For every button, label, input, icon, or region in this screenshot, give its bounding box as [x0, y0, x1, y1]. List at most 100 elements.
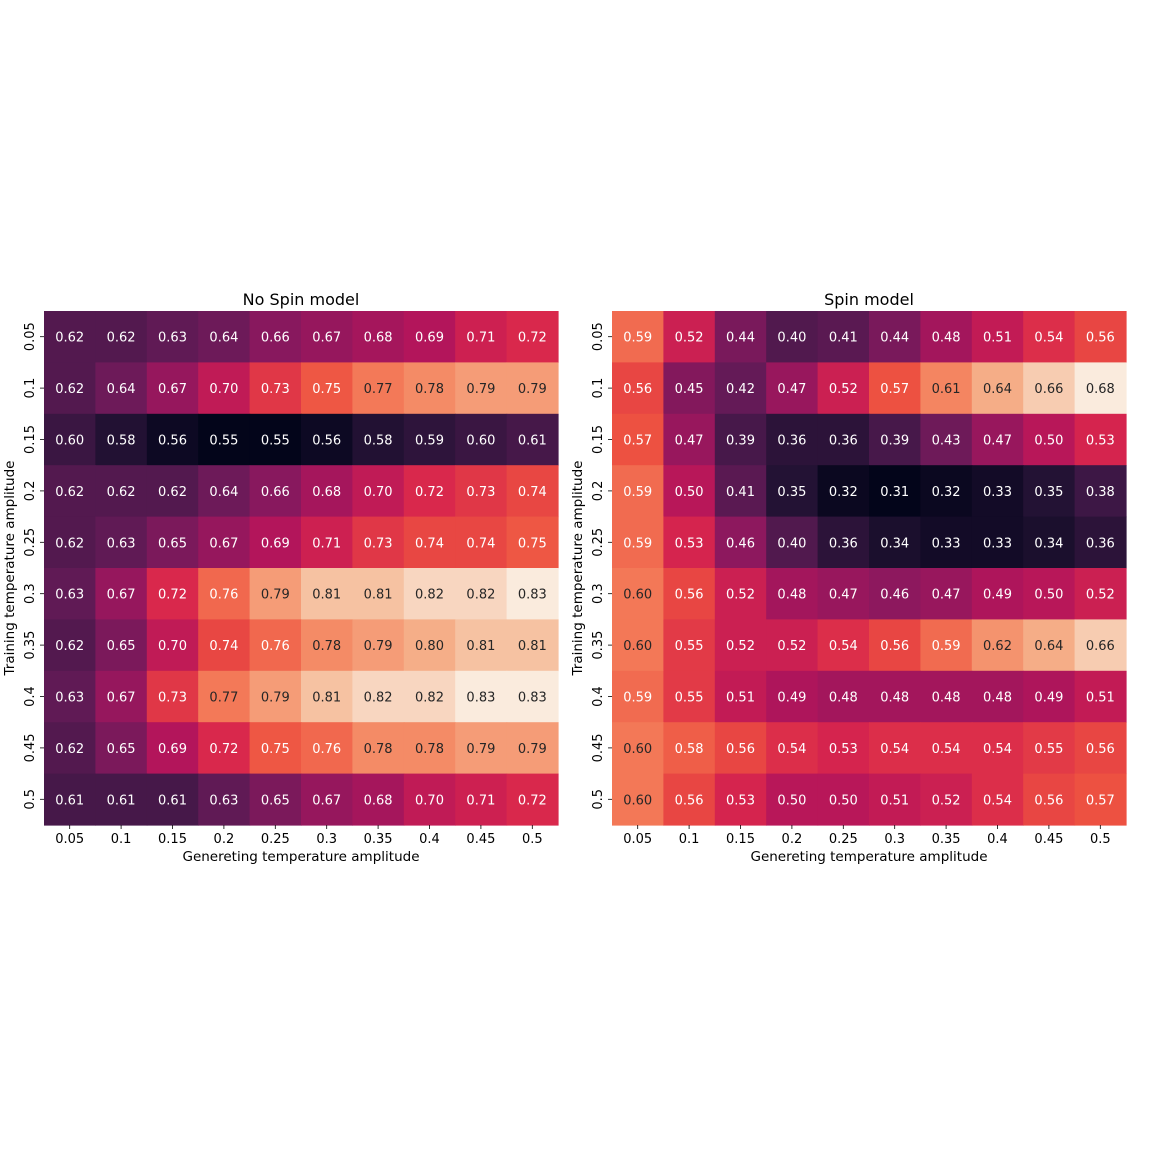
- y-tick-label: 0.4: [23, 686, 38, 707]
- cell-value-label: 0.49: [983, 588, 1012, 603]
- heatmap-cell: [44, 362, 96, 415]
- heatmap-cell: [198, 619, 251, 672]
- heatmap-cell: [301, 568, 353, 620]
- cell-value-label: 0.68: [1086, 382, 1115, 397]
- cell-value-label: 0.52: [726, 639, 755, 654]
- heatmap-cell: [817, 722, 870, 775]
- heatmap-cell: [95, 413, 148, 466]
- heatmap-cell: [146, 413, 199, 466]
- y-tick-label: 0.35: [23, 631, 38, 660]
- cell-value-label: 0.83: [518, 691, 547, 706]
- cell-value-label: 0.56: [675, 793, 704, 808]
- heatmap-cell: [663, 413, 716, 466]
- heatmap-cell: [920, 773, 973, 826]
- x-tick-label: 0.5: [1090, 832, 1111, 847]
- heatmap-cell: [869, 516, 921, 569]
- cell-value-label: 0.54: [932, 742, 961, 757]
- cell-value-label: 0.57: [880, 382, 909, 397]
- heatmap-cell: [869, 362, 921, 415]
- heatmap-cell: [1023, 773, 1076, 826]
- cell-value-label: 0.48: [880, 691, 909, 706]
- heatmap-cell: [1074, 773, 1127, 826]
- y-tick-label: 0.25: [591, 528, 606, 557]
- heatmap-cell: [352, 670, 405, 723]
- heatmap-cell: [352, 568, 405, 620]
- heatmap-cell: [1023, 311, 1076, 363]
- heatmap-cell: [249, 568, 302, 620]
- cell-value-label: 0.46: [880, 588, 909, 603]
- y-tick-label: 0.2: [591, 481, 606, 502]
- heatmap-cell: [44, 568, 96, 620]
- heatmap-cell: [612, 516, 664, 569]
- heatmap-cell: [249, 311, 302, 363]
- cell-value-label: 0.81: [364, 588, 393, 603]
- cell-value-label: 0.74: [209, 639, 238, 654]
- heatmap-cell: [249, 465, 302, 518]
- heatmap-cell: [44, 773, 96, 826]
- cell-value-label: 0.54: [983, 793, 1012, 808]
- heatmap-cell: [766, 362, 819, 415]
- x-axis-label: Genereting temperature amplitude: [750, 849, 987, 865]
- heatmap-cell: [455, 670, 508, 723]
- cell-value-label: 0.76: [209, 588, 238, 603]
- cell-value-label: 0.78: [415, 742, 444, 757]
- cell-value-label: 0.65: [107, 742, 136, 757]
- heatmap-cell: [663, 362, 716, 415]
- cell-value-label: 0.56: [312, 434, 341, 449]
- heatmap-cell: [506, 568, 559, 620]
- heatmap-cell: [352, 516, 405, 569]
- heatmap-cell: [403, 413, 456, 466]
- heatmap-cell: [1023, 362, 1076, 415]
- cell-value-label: 0.72: [518, 793, 547, 808]
- heatmap-cell: [869, 568, 921, 620]
- y-tick-label: 0.5: [23, 789, 38, 810]
- heatmap-cell: [403, 722, 456, 775]
- cell-value-label: 0.49: [777, 691, 806, 706]
- cell-value-label: 0.57: [1086, 793, 1115, 808]
- cell-value-label: 0.56: [880, 639, 909, 654]
- heatmap-cell: [146, 670, 199, 723]
- cell-value-label: 0.66: [1086, 639, 1115, 654]
- cell-value-label: 0.48: [983, 691, 1012, 706]
- heatmap-cell: [301, 619, 353, 672]
- heatmap-cell: [869, 773, 921, 826]
- y-axis-label: Training temperature amplitude: [2, 461, 18, 677]
- heatmap-cell: [146, 619, 199, 672]
- heatmap-cell: [766, 670, 819, 723]
- x-tick-label: 0.5: [522, 832, 543, 847]
- x-tick-label: 0.2: [214, 832, 235, 847]
- heatmap-cell: [146, 311, 199, 363]
- heatmap-cell: [663, 670, 716, 723]
- cell-value-label: 0.56: [1034, 793, 1063, 808]
- cell-value-label: 0.65: [158, 536, 187, 551]
- x-tick-label: 0.35: [364, 832, 393, 847]
- cell-value-label: 0.62: [107, 331, 136, 346]
- heatmap-cell: [766, 465, 819, 518]
- x-tick-label: 0.05: [623, 832, 652, 847]
- chart-title: Spin model: [824, 290, 914, 309]
- cell-value-label: 0.67: [312, 793, 341, 808]
- cell-value-label: 0.76: [312, 742, 341, 757]
- cell-value-label: 0.50: [829, 793, 858, 808]
- y-tick-label: 0.5: [591, 789, 606, 810]
- cell-value-label: 0.83: [518, 588, 547, 603]
- cell-value-label: 0.52: [777, 639, 806, 654]
- cell-value-label: 0.62: [983, 639, 1012, 654]
- heatmap-cell: [506, 722, 559, 775]
- heatmap-cell: [44, 670, 96, 723]
- chart-title: No Spin model: [243, 290, 360, 309]
- cell-value-label: 0.66: [261, 485, 290, 500]
- heatmap-cell: [663, 773, 716, 826]
- cell-value-label: 0.66: [1034, 382, 1063, 397]
- cell-value-label: 0.48: [777, 588, 806, 603]
- heatmap-cell: [817, 773, 870, 826]
- cell-value-label: 0.60: [623, 742, 652, 757]
- cell-value-label: 0.58: [364, 434, 393, 449]
- cell-value-label: 0.62: [55, 331, 84, 346]
- heatmap-cell: [403, 362, 456, 415]
- heatmap-cell: [455, 722, 508, 775]
- heatmap-cell: [249, 722, 302, 775]
- cell-value-label: 0.61: [107, 793, 136, 808]
- heatmap-cell: [95, 465, 148, 518]
- cell-value-label: 0.48: [932, 331, 961, 346]
